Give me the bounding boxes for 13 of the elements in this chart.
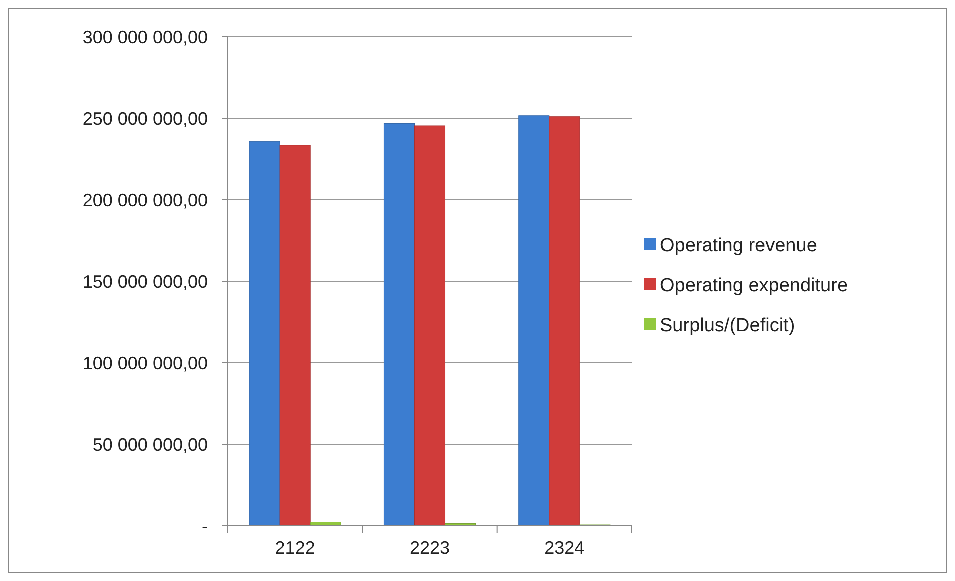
x-tick-label: 2324 [544,538,585,558]
x-tick-label: 2223 [410,538,450,558]
y-tick-label: 50 000 000,00 [92,434,208,455]
legend-label: Operating revenue [660,236,818,257]
legend-label: Operating expenditure [660,276,848,297]
y-tick-label: 200 000 000,00 [82,190,208,210]
y-tick-label: - [202,516,208,536]
y-tick-label: 150 000 000,00 [82,272,208,292]
y-tick-label: 250 000 000,00 [82,108,208,129]
legend-label: Surplus/(Deficit) [660,316,796,337]
x-tick-label: 2122 [275,538,316,558]
y-tick-label: 100 000 000,00 [82,353,208,374]
y-tick-label: 300 000 000,00 [82,27,208,48]
